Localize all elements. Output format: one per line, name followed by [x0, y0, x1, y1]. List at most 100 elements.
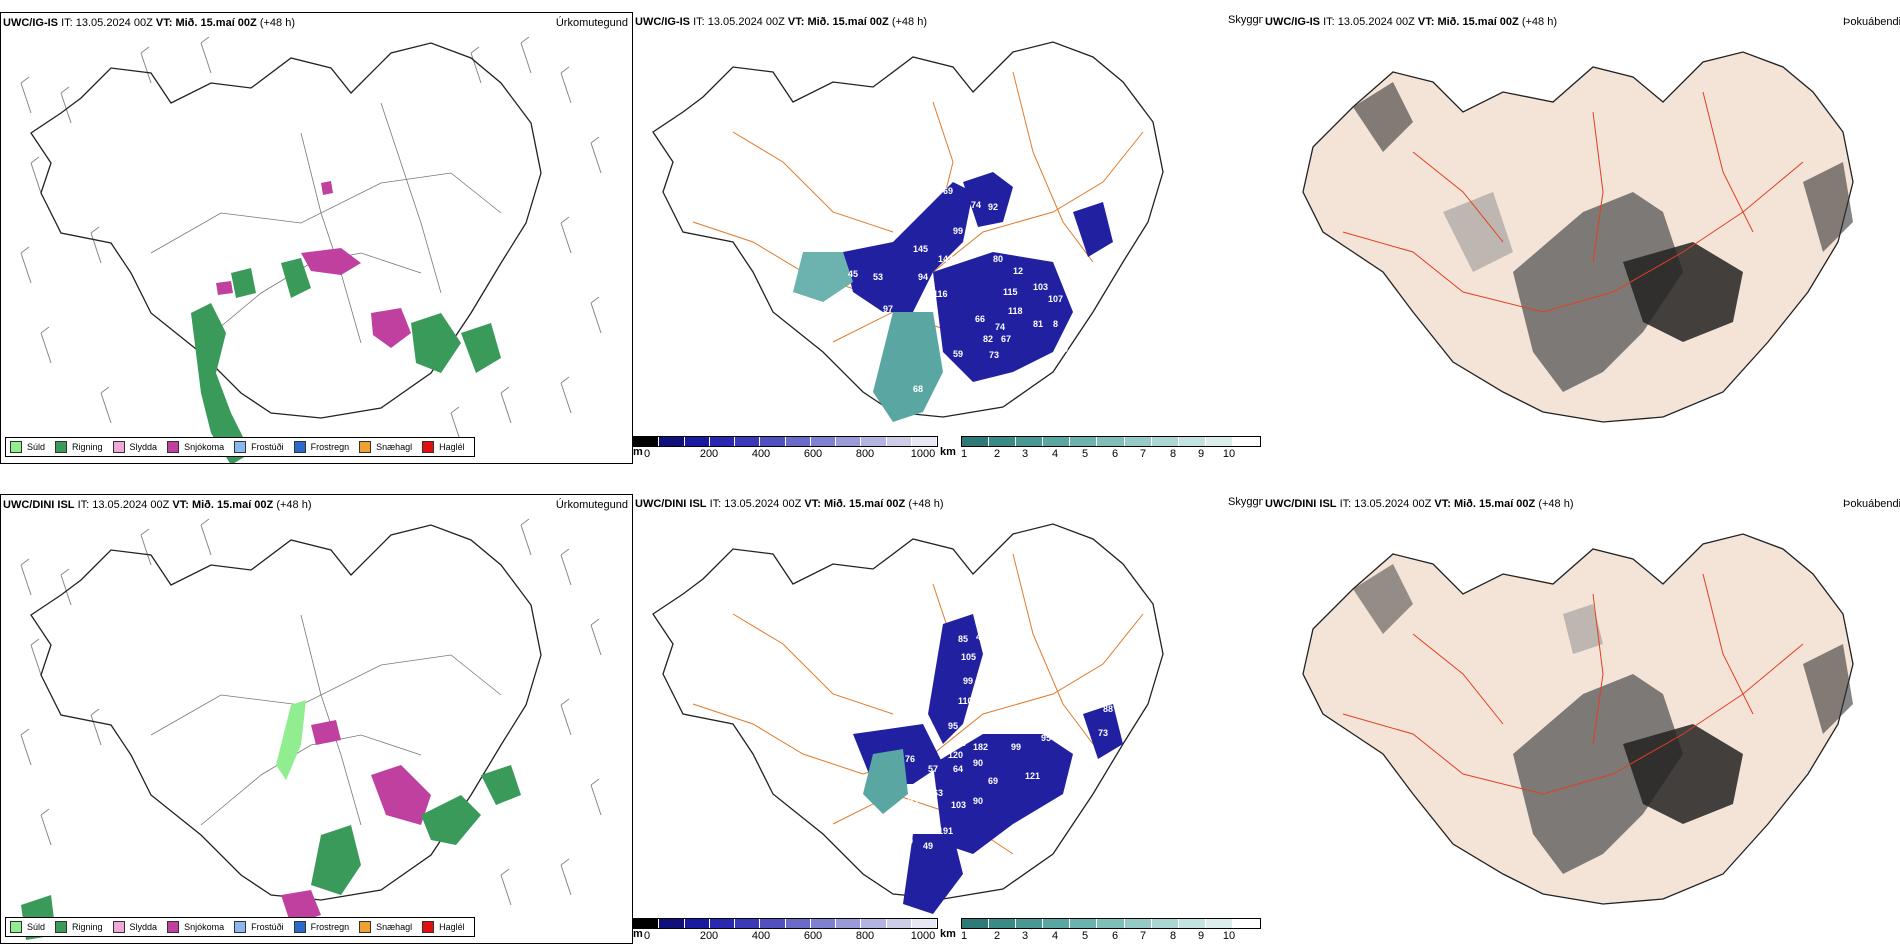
map-value: 58 [1053, 616, 1063, 626]
precip-legend: Súld Rigning Slydda Snjókoma Frostúði Fr… [5, 917, 475, 937]
visibility-colorbar: 1 2 3 4 5 6 7 8 9 10 [961, 918, 1261, 943]
colorbar-swatch [886, 919, 912, 928]
colorbar-swatch [634, 919, 660, 928]
colorbar-swatch [1043, 919, 1071, 928]
precip-type-panel-top: UWC/IG-IS IT: 13.05.2024 00Z VT: Mið. 15… [0, 12, 633, 464]
visibility-unit: km [940, 446, 956, 458]
colorbar-swatch [1178, 437, 1206, 446]
visibility-panel-bottom: UWC/DINI ISL IT: 13.05.2024 00Z VT: Mið.… [633, 494, 1263, 944]
precip-areas [21, 700, 521, 940]
legend-swatch [359, 921, 372, 933]
panel-header: UWC/IG-IS IT: 13.05.2024 00Z VT: Mið. 15… [635, 16, 927, 28]
tick-label: 1000 [910, 930, 936, 942]
map-value: 19 [1058, 344, 1068, 354]
colorbar-swatch [962, 919, 990, 928]
colorbar-ticks: 0 200 400 600 800 1000 [633, 929, 938, 943]
map-value: 81 [1033, 319, 1043, 329]
map-value: 80 [993, 254, 1003, 264]
map-value: 118 [1008, 306, 1023, 316]
colorbar-bar [961, 918, 1261, 929]
map-value: 99 [953, 226, 963, 236]
map-value: 99 [1011, 742, 1021, 752]
panel-header: UWC/DINI ISL IT: 13.05.2024 00Z VT: Mið.… [635, 498, 944, 510]
colorbar-swatch [962, 437, 990, 446]
colorbar-swatch [1205, 437, 1233, 446]
tick-label: 5 [1081, 930, 1089, 942]
visibility-unit: km [940, 928, 956, 940]
tick-label: 6 [1111, 930, 1119, 942]
legend-item: Súld [10, 921, 45, 933]
legend-item: Frostúði [234, 921, 284, 933]
map-value: 82 [1115, 214, 1125, 224]
colorbar-bar [961, 436, 1261, 447]
colorbar-ticks: 1 2 3 4 5 6 7 8 9 10 [961, 929, 1261, 943]
tick-label: 400 [751, 448, 771, 460]
panel-header: UWC/DINI ISL IT: 13.05.2024 00Z VT: Mið.… [3, 499, 312, 511]
colorbar-swatch [634, 437, 660, 446]
colorbar-swatch [735, 437, 761, 446]
map-value: 115 [1003, 287, 1018, 297]
colorbar-swatch [684, 437, 710, 446]
colorbar-swatch [709, 437, 735, 446]
colorbar-bar [633, 436, 938, 447]
legend-swatch [234, 921, 247, 933]
colorbar-swatch [684, 919, 710, 928]
panel-header: UWC/DINI ISL IT: 13.05.2024 00Z VT: Mið.… [1265, 498, 1574, 510]
legend-swatch [55, 441, 68, 453]
tick-label: 2 [993, 930, 1001, 942]
map-value: 49 [923, 841, 933, 851]
tick-label: 8 [1169, 930, 1177, 942]
map-value: 95 [1041, 733, 1051, 743]
map-value: 73 [989, 350, 999, 360]
iceland-visibility-map: 85 42 105 99 110 100 56 64 95 121 126 12… [652, 523, 1164, 914]
low-cloud-areas [793, 172, 1113, 422]
tick-label: 0 [643, 930, 651, 942]
iceland-fog-map [1302, 533, 1854, 905]
legend-swatch [293, 921, 306, 933]
panel-title: Skyggni [1228, 496, 1263, 508]
map-value: 82 [983, 334, 993, 344]
colorbar-swatch [861, 919, 887, 928]
legend-item: Frostregn [293, 441, 349, 453]
map-value: 74 [995, 322, 1005, 332]
map-value: 8 [1053, 319, 1058, 329]
legend-item: Slydda [112, 921, 157, 933]
legend-item: Snæhagl [359, 441, 412, 453]
colorbar-swatch [1178, 919, 1206, 928]
map-value: 64 [978, 702, 988, 712]
tick-label: 1000 [910, 448, 936, 460]
low-cloud-areas [853, 614, 1123, 914]
map-value: 105 [961, 652, 976, 662]
colorbar-swatch [1043, 437, 1071, 446]
precip-type-panel-bottom: UWC/DINI ISL IT: 13.05.2024 00Z VT: Mið.… [0, 494, 633, 944]
tick-label: 400 [751, 930, 771, 942]
iceland-visibility-map: 69 74 92 99 80 12 143 145 45 53 94 116 1… [652, 41, 1164, 422]
map-value: 93 [908, 796, 918, 806]
colorbar-swatch [1124, 919, 1152, 928]
map-value: 121 [991, 726, 1006, 736]
precip-areas [191, 181, 501, 463]
panel-title: Úrkomutegund [555, 499, 628, 511]
map-value: 53 [873, 272, 883, 282]
colorbar-swatch [911, 437, 937, 446]
tick-label: 3 [1021, 448, 1029, 460]
map-value: 100 [868, 709, 883, 719]
tick-label: 800 [855, 448, 875, 460]
map-value: 73 [1098, 728, 1108, 738]
map-value-labels: 85 42 105 99 110 100 56 64 95 121 126 12… [868, 616, 1113, 851]
wind-barbs [20, 36, 602, 444]
panel-title: Þokuábendi [1843, 498, 1900, 510]
colorbar-swatch [989, 437, 1017, 446]
legend-swatch [167, 921, 180, 933]
panel-title: Skyggni [1228, 14, 1263, 26]
map-value: 63 [933, 788, 943, 798]
map-value: 95 [948, 721, 958, 731]
colorbar-swatch [1124, 437, 1152, 446]
cloud-base-unit: m [633, 446, 643, 458]
panel-title: Úrkomutegund [555, 17, 628, 29]
map-value: 121 [1025, 771, 1040, 781]
iceland-precip-map [20, 36, 602, 463]
colorbar-swatch [785, 437, 811, 446]
colorbar-swatch [1232, 437, 1261, 446]
colorbar-swatch [836, 919, 862, 928]
